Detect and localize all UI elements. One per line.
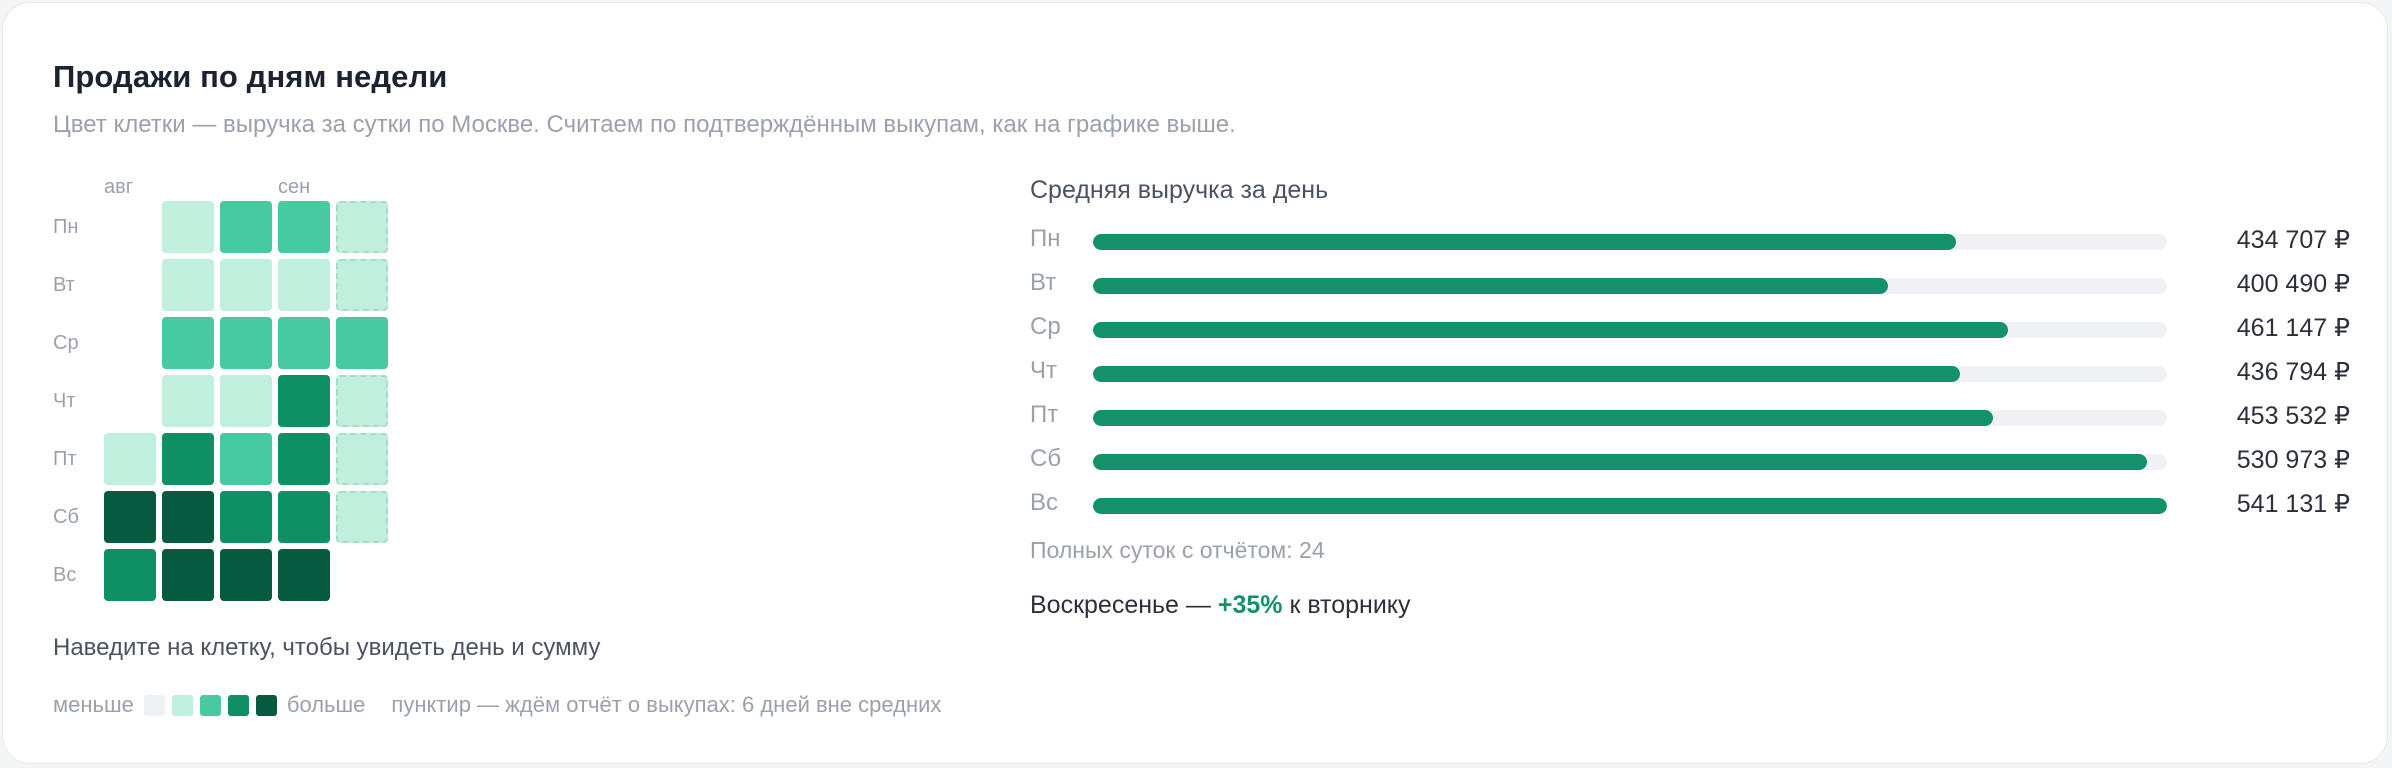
heatmap-row-label: Вт [53, 274, 75, 296]
heatmap-cell[interactable] [162, 259, 214, 311]
legend-more-label: больше [286, 692, 366, 717]
heatmap-cell-pending[interactable] [336, 201, 388, 253]
heatmap-cell[interactable] [278, 201, 330, 253]
heatmap-hint: Наведите на клетку, чтобы увидеть день и… [53, 634, 601, 661]
heatmap-row-label: Чт [53, 390, 76, 412]
legend-swatch-level2 [199, 694, 221, 716]
card-title: Продажи по дням недели [53, 59, 448, 94]
heatmap-cell[interactable] [220, 201, 272, 253]
heatmap-cell[interactable] [220, 375, 272, 427]
heatmap-cell-pending[interactable] [336, 491, 388, 543]
heatmap-cell[interactable] [104, 491, 156, 543]
bar-category-label: Сб [1030, 445, 1062, 472]
heatmap-cell[interactable] [278, 317, 330, 369]
bar [1093, 322, 2009, 338]
heatmap-cell-pending[interactable] [336, 433, 388, 485]
heatmap-cell-pending[interactable] [336, 375, 388, 427]
heatmap-cell[interactable] [278, 433, 330, 485]
bar-value-label: 541 131 ₽ [2236, 490, 2350, 518]
bar-row: Пт 453 532 ₽ [1030, 401, 2350, 431]
bar-track [1093, 366, 2167, 382]
heatmap-legend: меньше больше пунктир — ждём отчёт о вык… [53, 691, 941, 719]
heatmap-cell[interactable] [104, 433, 156, 485]
heatmap-cell[interactable] [278, 491, 330, 543]
bar-category-label: Пт [1030, 401, 1059, 428]
legend-pending-note: пунктир — ждём отчёт о выкупах: 6 дней в… [391, 692, 942, 717]
bar [1093, 278, 1888, 294]
heatmap-cell[interactable] [278, 375, 330, 427]
heatmap-cell[interactable] [220, 259, 272, 311]
heatmap-cell[interactable] [162, 317, 214, 369]
bar-category-label: Пн [1030, 225, 1061, 252]
bar [1093, 410, 1994, 426]
bar-value-label: 400 490 ₽ [2236, 270, 2350, 298]
bar-row: Пн 434 707 ₽ [1030, 225, 2350, 255]
comparison-prefix: Воскресенье — [1030, 591, 1218, 619]
heatmap-row-label: Ср [53, 332, 79, 354]
bar-row: Вс 541 131 ₽ [1030, 489, 2350, 519]
bar-track [1093, 278, 2167, 294]
bar-value-label: 434 707 ₽ [2236, 226, 2350, 254]
bar-category-label: Вт [1030, 269, 1057, 296]
month-label: авг [104, 176, 134, 198]
bar-row: Чт 436 794 ₽ [1030, 357, 2350, 387]
legend-swatch-level0 [143, 694, 165, 716]
heatmap-row-label: Вс [53, 564, 77, 586]
heatmap-cell[interactable] [162, 491, 214, 543]
bar-track [1093, 322, 2167, 338]
card-subtitle: Цвет клетки — выручка за сутки по Москве… [53, 111, 1236, 138]
legend-swatch-level4 [255, 694, 277, 716]
avg-revenue-title: Средняя выручка за день [1030, 176, 1329, 204]
heatmap-cell[interactable] [162, 549, 214, 601]
heatmap-cell[interactable] [220, 549, 272, 601]
bar [1093, 366, 1960, 382]
heatmap-cell[interactable] [336, 317, 388, 369]
bar-track [1093, 410, 2167, 426]
legend-swatch-level3 [227, 694, 249, 716]
heatmap-cell[interactable] [278, 549, 330, 601]
legend-swatch-level1 [171, 694, 193, 716]
heatmap-cell[interactable] [162, 375, 214, 427]
bar [1093, 498, 2167, 514]
bar-value-label: 461 147 ₽ [2236, 314, 2350, 342]
bar [1093, 234, 1956, 250]
comparison-suffix: к вторнику [1282, 591, 1411, 619]
bar-track [1093, 498, 2167, 514]
heatmap-cell[interactable] [220, 317, 272, 369]
heatmap-row-label: Пт [53, 448, 77, 470]
weekday-comparison: Воскресенье — +35% к вторнику [1030, 591, 1411, 620]
bar-value-label: 436 794 ₽ [2236, 358, 2350, 386]
bar-track [1093, 234, 2167, 250]
heatmap-row-label: Сб [53, 506, 79, 528]
bar-track [1093, 454, 2167, 470]
heatmap-cell[interactable] [162, 433, 214, 485]
full-days-count: Полных суток с отчётом: 24 [1030, 537, 1325, 563]
month-label: сен [278, 176, 311, 198]
heatmap-cell[interactable] [278, 259, 330, 311]
heatmap-cell[interactable] [220, 491, 272, 543]
bar-value-label: 453 532 ₽ [2236, 402, 2350, 430]
bar-row: Ср 461 147 ₽ [1030, 313, 2350, 343]
heatmap-cell[interactable] [162, 201, 214, 253]
heatmap-cell[interactable] [220, 433, 272, 485]
bar-category-label: Вс [1030, 489, 1059, 516]
comparison-percent: +35% [1217, 591, 1283, 619]
heatmap-cell-pending[interactable] [336, 259, 388, 311]
bar-category-label: Ср [1030, 313, 1061, 340]
bar-value-label: 530 973 ₽ [2236, 446, 2350, 474]
heatmap-cell[interactable] [104, 549, 156, 601]
bar-row: Вт 400 490 ₽ [1030, 269, 2350, 299]
bar-row: Сб 530 973 ₽ [1030, 445, 2350, 475]
heatmap-row-label: Пн [53, 216, 79, 238]
bar [1093, 454, 2147, 470]
bar-category-label: Чт [1030, 357, 1057, 384]
legend-less-label: меньше [53, 692, 134, 717]
